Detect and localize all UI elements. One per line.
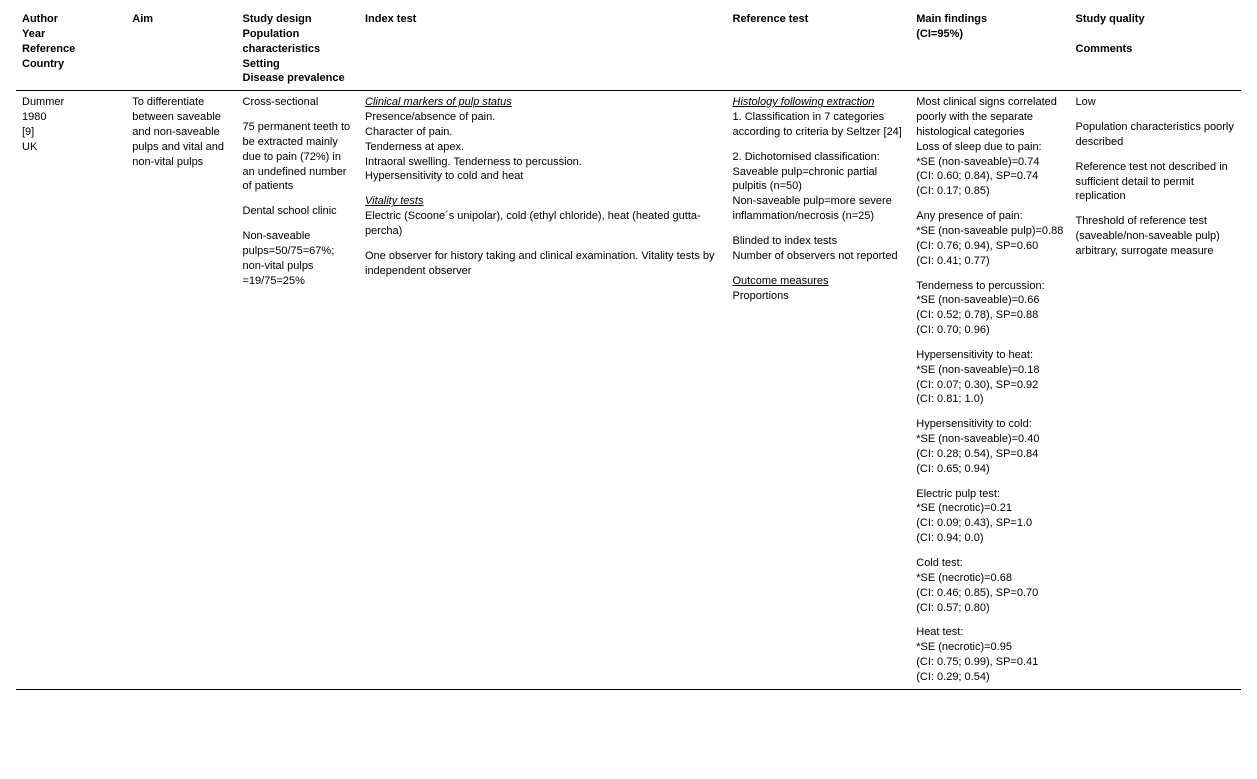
- finding-7: Heat test:*SE (necrotic)=0.95(CI: 0.75; …: [916, 625, 1063, 684]
- ref-outcome-text: Proportions: [733, 290, 789, 302]
- ref-dichotomised: 2. Dichotomised classification:Saveable …: [733, 150, 905, 224]
- cell-index: Clinical markers of pulp status Presence…: [359, 91, 727, 690]
- cell-design: Cross-sectional 75 permanent teeth to be…: [237, 91, 360, 690]
- ref-blinding: Blinded to index testsNumber of observer…: [733, 234, 905, 264]
- quality-comment-3: Threshold of reference test (saveable/no…: [1076, 214, 1236, 259]
- table-row: Dummer 1980 [9] UK To differentiate betw…: [16, 91, 1241, 690]
- finding-5: Electric pulp test:*SE (necrotic)=0.21(C…: [916, 487, 1063, 546]
- index-heading-clinical: Clinical markers of pulp status: [365, 96, 512, 108]
- col-reference: Reference test: [727, 8, 911, 91]
- ref-heading-outcome: Outcome measures: [733, 275, 829, 287]
- author-name: Dummer: [22, 96, 64, 108]
- aim-text: To differentiate between saveable and no…: [132, 95, 230, 169]
- cell-aim: To differentiate between saveable and no…: [126, 91, 236, 690]
- table-header-row: AuthorYearReferenceCountry Aim Study des…: [16, 8, 1241, 91]
- design-type: Cross-sectional: [243, 95, 354, 110]
- design-prevalence: Non-saveable pulps=50/75=67%; non-vital …: [243, 229, 354, 288]
- finding-4: Hypersensitivity to cold:*SE (non-saveab…: [916, 417, 1063, 476]
- col-findings: Main findings(CI=95%): [910, 8, 1069, 91]
- author-country: UK: [22, 141, 37, 153]
- col-index: Index test: [359, 8, 727, 91]
- cell-reference: Histology following extraction 1. Classi…: [727, 91, 911, 690]
- quality-comment-1: Population characteristics poorly descri…: [1076, 120, 1236, 150]
- quality-level: Low: [1076, 95, 1236, 110]
- author-year: 1980: [22, 111, 46, 123]
- author-ref: [9]: [22, 126, 34, 138]
- col-design: Study designPopulation characteristicsSe…: [237, 8, 360, 91]
- index-observer-text: One observer for history taking and clin…: [365, 249, 721, 279]
- design-setting: Dental school clinic: [243, 204, 354, 219]
- cell-author: Dummer 1980 [9] UK: [16, 91, 126, 690]
- index-heading-vitality: Vitality tests: [365, 195, 424, 207]
- finding-0: Most clinical signs correlated poorly wi…: [916, 95, 1063, 199]
- finding-1: Any presence of pain:*SE (non-saveable p…: [916, 209, 1063, 268]
- design-population: 75 permanent teeth to be extracted mainl…: [243, 120, 354, 194]
- index-vitality-text: Electric (Scoone´s unipolar), cold (ethy…: [365, 210, 701, 237]
- evidence-table: AuthorYearReferenceCountry Aim Study des…: [16, 8, 1241, 690]
- index-clinical-text: Presence/absence of pain.Character of pa…: [365, 111, 582, 182]
- cell-findings: Most clinical signs correlated poorly wi…: [910, 91, 1069, 690]
- ref-heading-histology: Histology following extraction: [733, 96, 875, 108]
- col-author: AuthorYearReferenceCountry: [16, 8, 126, 91]
- cell-quality: Low Population characteristics poorly de…: [1070, 91, 1242, 690]
- finding-6: Cold test:*SE (necrotic)=0.68(CI: 0.46; …: [916, 556, 1063, 615]
- finding-3: Hypersensitivity to heat:*SE (non-saveab…: [916, 348, 1063, 407]
- finding-2: Tenderness to percussion:*SE (non-saveab…: [916, 279, 1063, 338]
- col-aim: Aim: [126, 8, 236, 91]
- ref-class-text: 1. Classification in 7 categories accord…: [733, 111, 902, 138]
- quality-comment-2: Reference test not described in sufficie…: [1076, 160, 1236, 205]
- col-quality: Study qualityComments: [1070, 8, 1242, 91]
